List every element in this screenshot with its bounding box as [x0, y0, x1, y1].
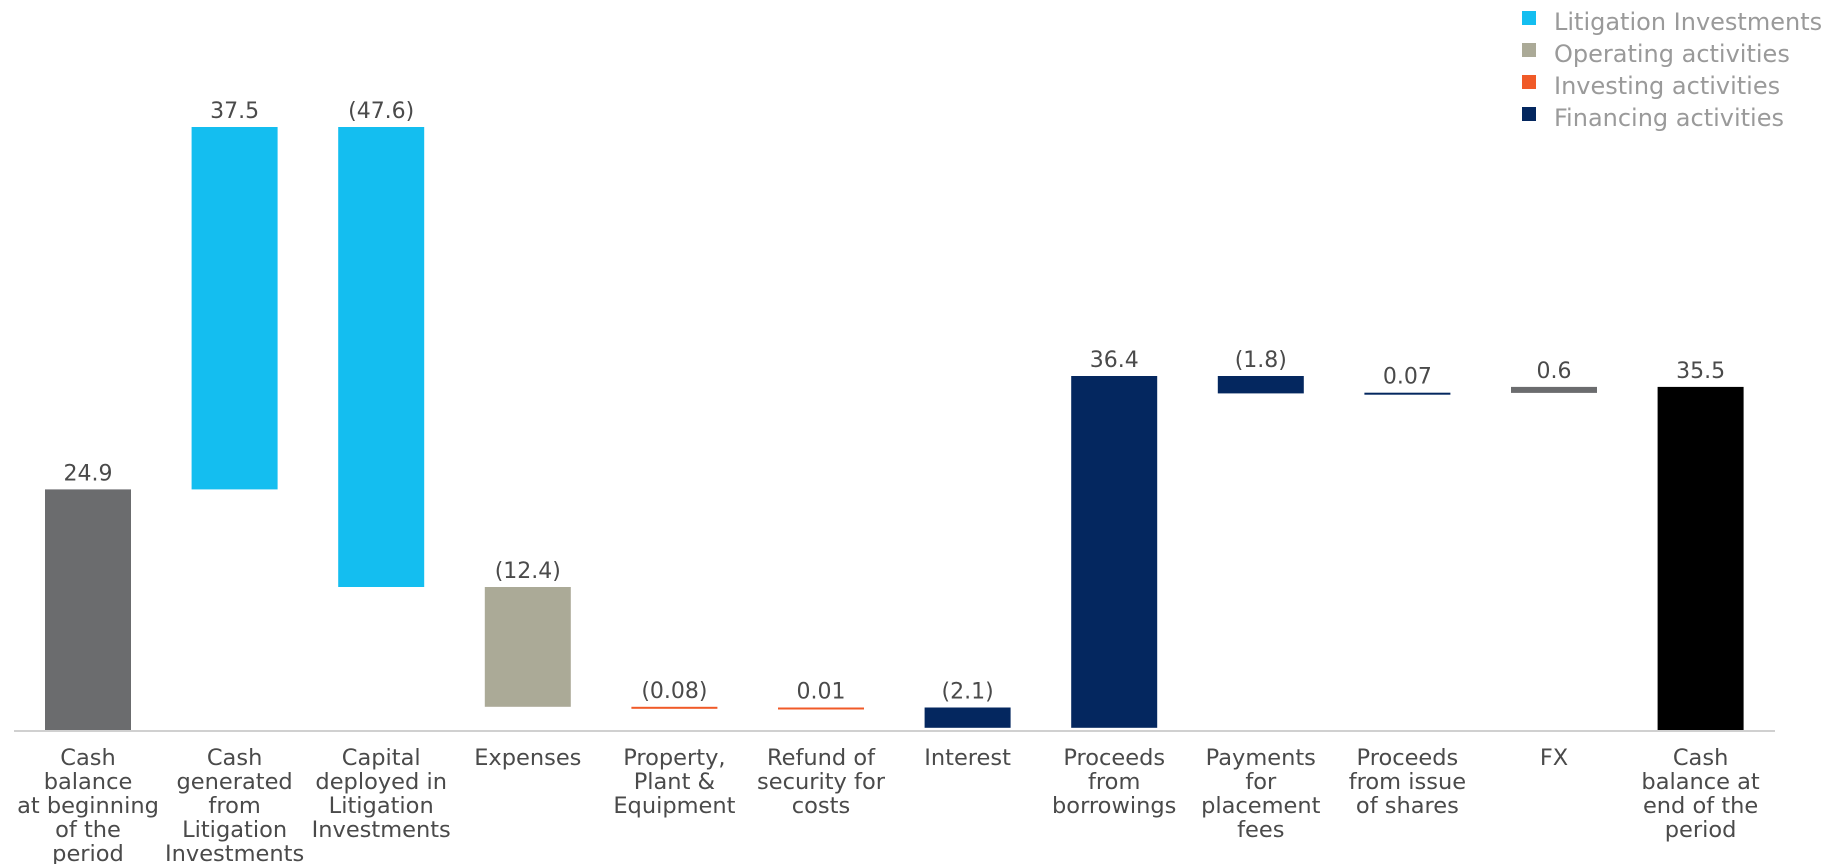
legend-swatch: [1522, 107, 1536, 121]
labels-layer: 24.9 Cash balance at beginning of the period 3…: [17, 99, 1760, 864]
legend-swatch: [1522, 75, 1536, 89]
category-label-3: Capital deployed in Litigation Investments: [312, 745, 451, 843]
value-label-4: (12.4): [495, 559, 561, 584]
category-label-8: Proceeds from borrowings: [1052, 745, 1176, 819]
value-label-11: 0.6: [1537, 359, 1572, 384]
bar-7: [924, 707, 1011, 728]
bar-1: [45, 489, 131, 730]
legend-item: Investing activities: [1522, 70, 1822, 102]
legend: Litigation Investments Operating activiti…: [1522, 6, 1822, 134]
legend-swatch: [1522, 43, 1536, 57]
bar-11: [1511, 386, 1597, 393]
value-label-3: (47.6): [348, 99, 414, 124]
bar-9: [1217, 376, 1304, 394]
bar-6: [778, 707, 864, 710]
bar-10: [1364, 392, 1451, 395]
category-label-2: Cash generated from Litigation Investments: [165, 745, 304, 864]
legend-label: Investing activities: [1554, 72, 1781, 100]
bar-4: [484, 587, 571, 707]
bar-3: [338, 127, 425, 587]
value-label-7: (2.1): [942, 680, 994, 705]
bars-layer: [45, 127, 1744, 730]
legend-item: Litigation Investments: [1522, 6, 1822, 38]
legend-item: Financing activities: [1522, 102, 1822, 134]
value-label-9: (1.8): [1235, 348, 1287, 373]
legend-label: Operating activities: [1554, 40, 1790, 68]
value-label-5: (0.08): [641, 679, 707, 704]
category-label-1: Cash balance at beginning of the period: [17, 745, 159, 864]
value-label-8: 36.4: [1090, 348, 1139, 373]
bar-5: [631, 706, 718, 709]
value-label-6: 0.01: [797, 680, 846, 705]
bar-12: [1657, 386, 1744, 730]
value-label-2: 37.5: [210, 99, 259, 124]
value-label-12: 35.5: [1676, 359, 1725, 384]
bar-8: [1071, 376, 1158, 728]
category-label-9: Payments for placement fees: [1201, 745, 1321, 843]
value-label-1: 24.9: [64, 461, 113, 486]
legend-label: Financing activities: [1554, 104, 1784, 132]
category-label-11: FX: [1540, 745, 1568, 771]
category-label-4: Expenses: [474, 745, 581, 771]
legend-label: Litigation Investments: [1554, 8, 1823, 36]
category-label-5: Property, Plant & Equipment: [613, 745, 735, 819]
category-label-12: Cash balance at end of the period: [1641, 745, 1760, 843]
bar-2: [191, 127, 278, 490]
category-label-6: Refund of security for costs: [757, 745, 886, 819]
legend-swatch: [1522, 11, 1536, 25]
value-label-10: 0.07: [1383, 365, 1432, 390]
legend-item: Operating activities: [1522, 38, 1822, 70]
category-label-10: Proceeds from issue of shares: [1349, 745, 1466, 819]
category-label-7: Interest: [924, 745, 1011, 771]
